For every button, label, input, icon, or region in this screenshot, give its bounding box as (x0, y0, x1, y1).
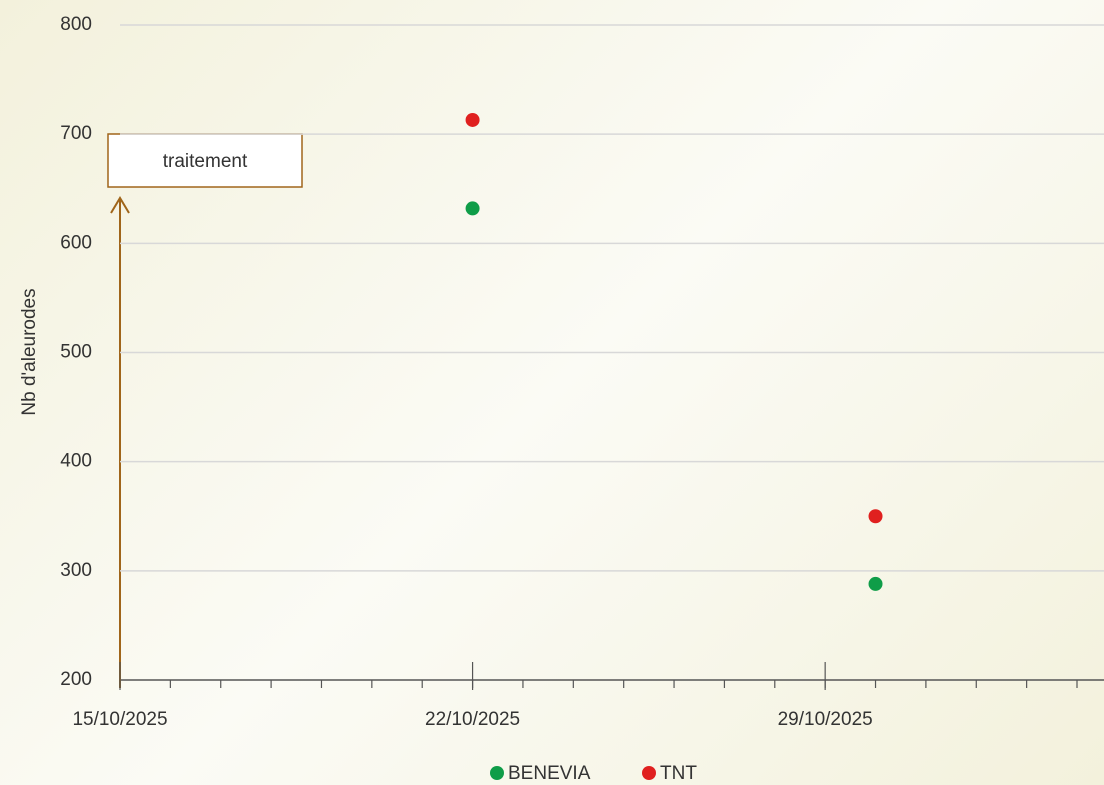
point (868, 576, 883, 591)
y-tick-label: 200 (60, 669, 92, 690)
y-tick-label: 300 (60, 560, 92, 581)
y-tick-label: 500 (60, 342, 92, 363)
point (465, 201, 480, 216)
y-tick-label: 800 (60, 14, 92, 35)
y-tick-label: 400 (60, 451, 92, 472)
y-tick-label: 600 (60, 232, 92, 253)
y-axis-label: Nb d'aleurodes (19, 288, 40, 415)
point (868, 509, 883, 524)
annotation-arrowhead (110, 196, 130, 214)
legend-label: BENEVIA (508, 763, 591, 784)
x-tick-label: 15/10/2025 (72, 709, 167, 730)
legend-swatch (490, 766, 504, 780)
legend-swatch (642, 766, 656, 780)
annotation: traitement (163, 151, 248, 172)
annotation-box (107, 133, 303, 188)
x-tick-label: 29/10/2025 (778, 709, 873, 730)
legend-label: TNT (660, 763, 697, 784)
y-tick-label: 700 (60, 123, 92, 144)
point (465, 112, 480, 127)
x-tick-label: 22/10/2025 (425, 709, 520, 730)
